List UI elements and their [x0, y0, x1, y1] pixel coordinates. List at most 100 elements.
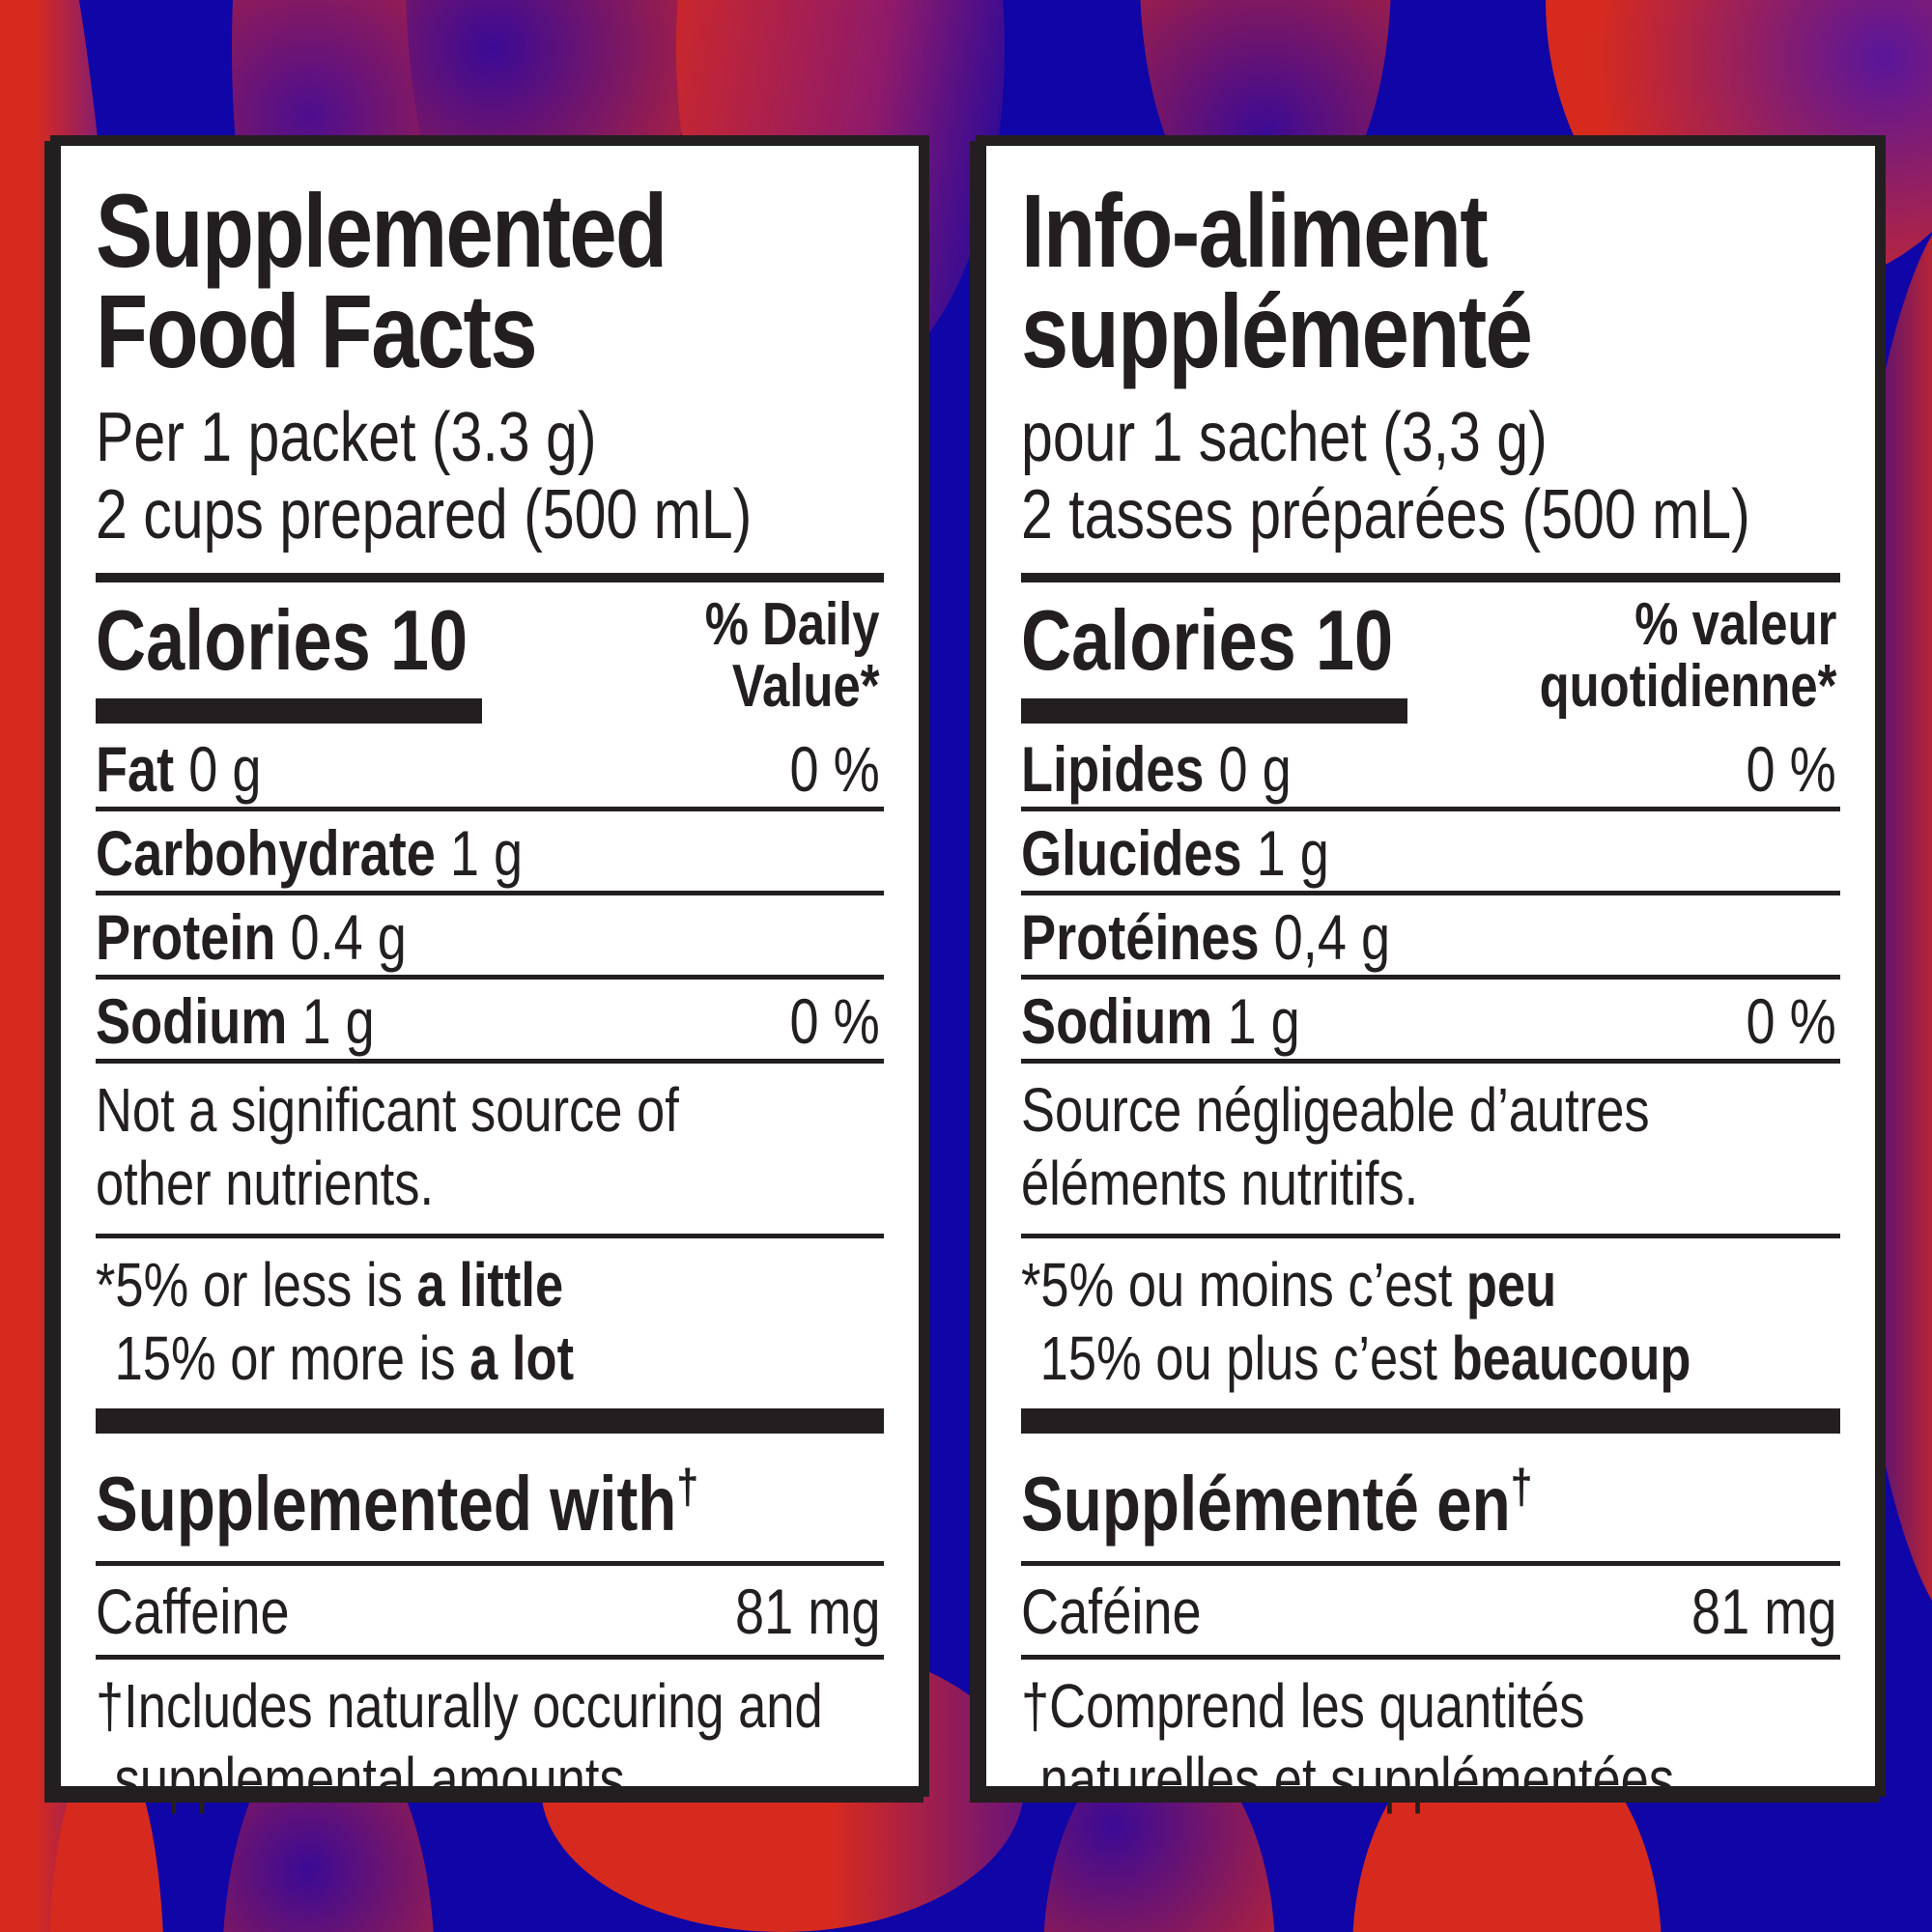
nutrient-dv: 0 % [1746, 733, 1836, 805]
footnote-line: †Includes naturally occuring and [96, 1671, 823, 1741]
divider [1021, 891, 1840, 895]
note-bold: peu [1465, 1250, 1557, 1320]
divider-heavy [96, 1408, 884, 1434]
note-line: 15% or more is a lot [96, 1321, 742, 1395]
note-line: *5% ou moins c’est peu [1021, 1248, 1692, 1321]
supplement-amount: 81 mg [734, 1576, 880, 1647]
nutrient-label: Fat 0 g [96, 735, 261, 803]
nutrient-name: Sodium [96, 985, 288, 1057]
nutrition-panel-english: Supplemented Food Facts Per 1 packet (3.… [50, 135, 929, 1814]
supplement-amount: 81 mg [1690, 1576, 1836, 1647]
nutrient-row: Sodium 1 g 0 % [1021, 980, 1840, 1059]
note-line: Not a significant source of [96, 1075, 679, 1145]
dagger-mark: † [676, 1460, 699, 1514]
divider [1021, 1234, 1840, 1238]
title-line: Info-aliment [1021, 172, 1489, 289]
calories-row: Calories 10 % valeur quotidienne* [1021, 582, 1840, 727]
calories-row: Calories 10 % Daily Value* [96, 582, 884, 727]
note-line: other nutrients. [96, 1149, 435, 1218]
nutrient-dv: 0 % [789, 985, 880, 1057]
divider [96, 975, 884, 980]
note-line: Source négligeable d’autres [1021, 1075, 1650, 1145]
heading-text: Supplemented with [96, 1461, 677, 1547]
footnote-line: naturelles et supplémentées [1039, 1745, 1675, 1814]
note-text: *5% or less is [96, 1250, 417, 1320]
nutrient-amount: 0.4 g [290, 901, 407, 973]
note-line: *5% or less is a little [96, 1248, 742, 1321]
divider-heavy [1021, 1408, 1840, 1434]
not-significant-note: Not a significant source of other nutrie… [96, 1064, 742, 1234]
title-line: supplémenté [1021, 272, 1533, 389]
nutrient-label: Protein 0.4 g [96, 903, 407, 971]
supplement-row: Caféine 81 mg [1021, 1566, 1840, 1655]
note-text: 15% ou plus c’est [1039, 1323, 1452, 1393]
serving-line: Per 1 packet (3.3 g) [96, 399, 597, 476]
nutrient-name: Carbohydrate [96, 817, 436, 889]
nutrient-name: Glucides [1021, 817, 1242, 889]
supplement-footnote: †Comprend les quantités naturelles et su… [1021, 1660, 1692, 1830]
nutrient-amount: 0 g [188, 733, 262, 805]
nutrient-row: Sodium 1 g 0 % [96, 980, 884, 1059]
nutrient-label: Glucides 1 g [1021, 819, 1329, 887]
nutrition-panel-french: Info-aliment supplémenté pour 1 sachet (… [976, 135, 1886, 1814]
serving-size: pour 1 sachet (3,3 g) 2 tasses préparées… [1021, 399, 1750, 554]
serving-line: pour 1 sachet (3,3 g) [1021, 399, 1548, 476]
dv-footnote: *5% or less is a little 15% or more is a… [96, 1238, 742, 1408]
calories-bar [1021, 698, 1407, 724]
nutrient-dv: 0 % [1746, 985, 1836, 1057]
dv-header-line: % Daily [705, 591, 880, 658]
nutrient-name: Sodium [1021, 985, 1213, 1057]
divider [96, 1655, 884, 1660]
nutrient-label: Lipides 0 g [1021, 735, 1292, 803]
note-bold: a lot [469, 1323, 575, 1393]
nutrient-amount: 1 g [301, 985, 375, 1057]
daily-value-header: % valeur quotidienne* [1539, 594, 1836, 718]
nutrient-dv: 0 % [789, 733, 880, 805]
divider [96, 1059, 884, 1064]
dv-header-line: quotidienne* [1539, 653, 1836, 720]
divider [96, 1234, 884, 1238]
title-line: Supplemented [96, 172, 668, 289]
note-line: 15% ou plus c’est beaucoup [1021, 1321, 1692, 1395]
note-line: éléments nutritifs. [1021, 1149, 1419, 1218]
divider [96, 891, 884, 895]
nutrient-row: Glucides 1 g [1021, 811, 1840, 891]
nutrient-amount: 1 g [449, 817, 524, 889]
nutrient-row: Fat 0 g 0 % [96, 727, 884, 807]
note-text: *5% ou moins c’est [1021, 1250, 1466, 1320]
heading-text: Supplémenté en [1021, 1461, 1511, 1547]
supplement-footnote: †Includes naturally occuring and supplem… [96, 1660, 823, 1830]
divider [1021, 1655, 1840, 1660]
serving-line: 2 cups prepared (500 mL) [96, 476, 753, 554]
note-bold: a little [416, 1250, 564, 1320]
nutrient-label: Protéines 0,4 g [1021, 903, 1390, 971]
dv-header-line: % valeur [1634, 591, 1836, 658]
nutrient-name: Protein [96, 901, 276, 973]
dagger-mark: † [1510, 1460, 1533, 1514]
footnote-line: supplemental amounts [114, 1745, 625, 1814]
serving-line: 2 tasses préparées (500 mL) [1021, 476, 1750, 554]
divider [1021, 807, 1840, 811]
divider [96, 1561, 884, 1566]
nutrient-name: Lipides [1021, 733, 1205, 805]
nutrient-amount: 0 g [1218, 733, 1292, 805]
calories-label: Calories 10 [1021, 592, 1394, 688]
panel-title: Supplemented Food Facts [96, 172, 742, 389]
title-line: Food Facts [96, 272, 538, 389]
divider [1021, 1059, 1840, 1064]
serving-size: Per 1 packet (3.3 g) 2 cups prepared (50… [96, 399, 753, 554]
dv-header-line: Value* [732, 653, 880, 720]
supplemented-heading: Supplémenté en† [1021, 1434, 1692, 1561]
note-text: 15% or more is [114, 1323, 470, 1393]
not-significant-note: Source négligeable d’autres éléments nut… [1021, 1064, 1692, 1234]
nutrient-row: Protein 0.4 g [96, 895, 884, 975]
divider-thick [96, 573, 884, 582]
daily-value-header: % Daily Value* [705, 594, 880, 718]
divider [1021, 1561, 1840, 1566]
nutrient-amount: 1 g [1256, 817, 1329, 889]
divider [96, 807, 884, 811]
nutrient-row: Carbohydrate 1 g [96, 811, 884, 891]
nutrient-label: Sodium 1 g [96, 987, 375, 1055]
panel-title: Info-aliment supplémenté [1021, 172, 1692, 389]
divider [1021, 975, 1840, 980]
